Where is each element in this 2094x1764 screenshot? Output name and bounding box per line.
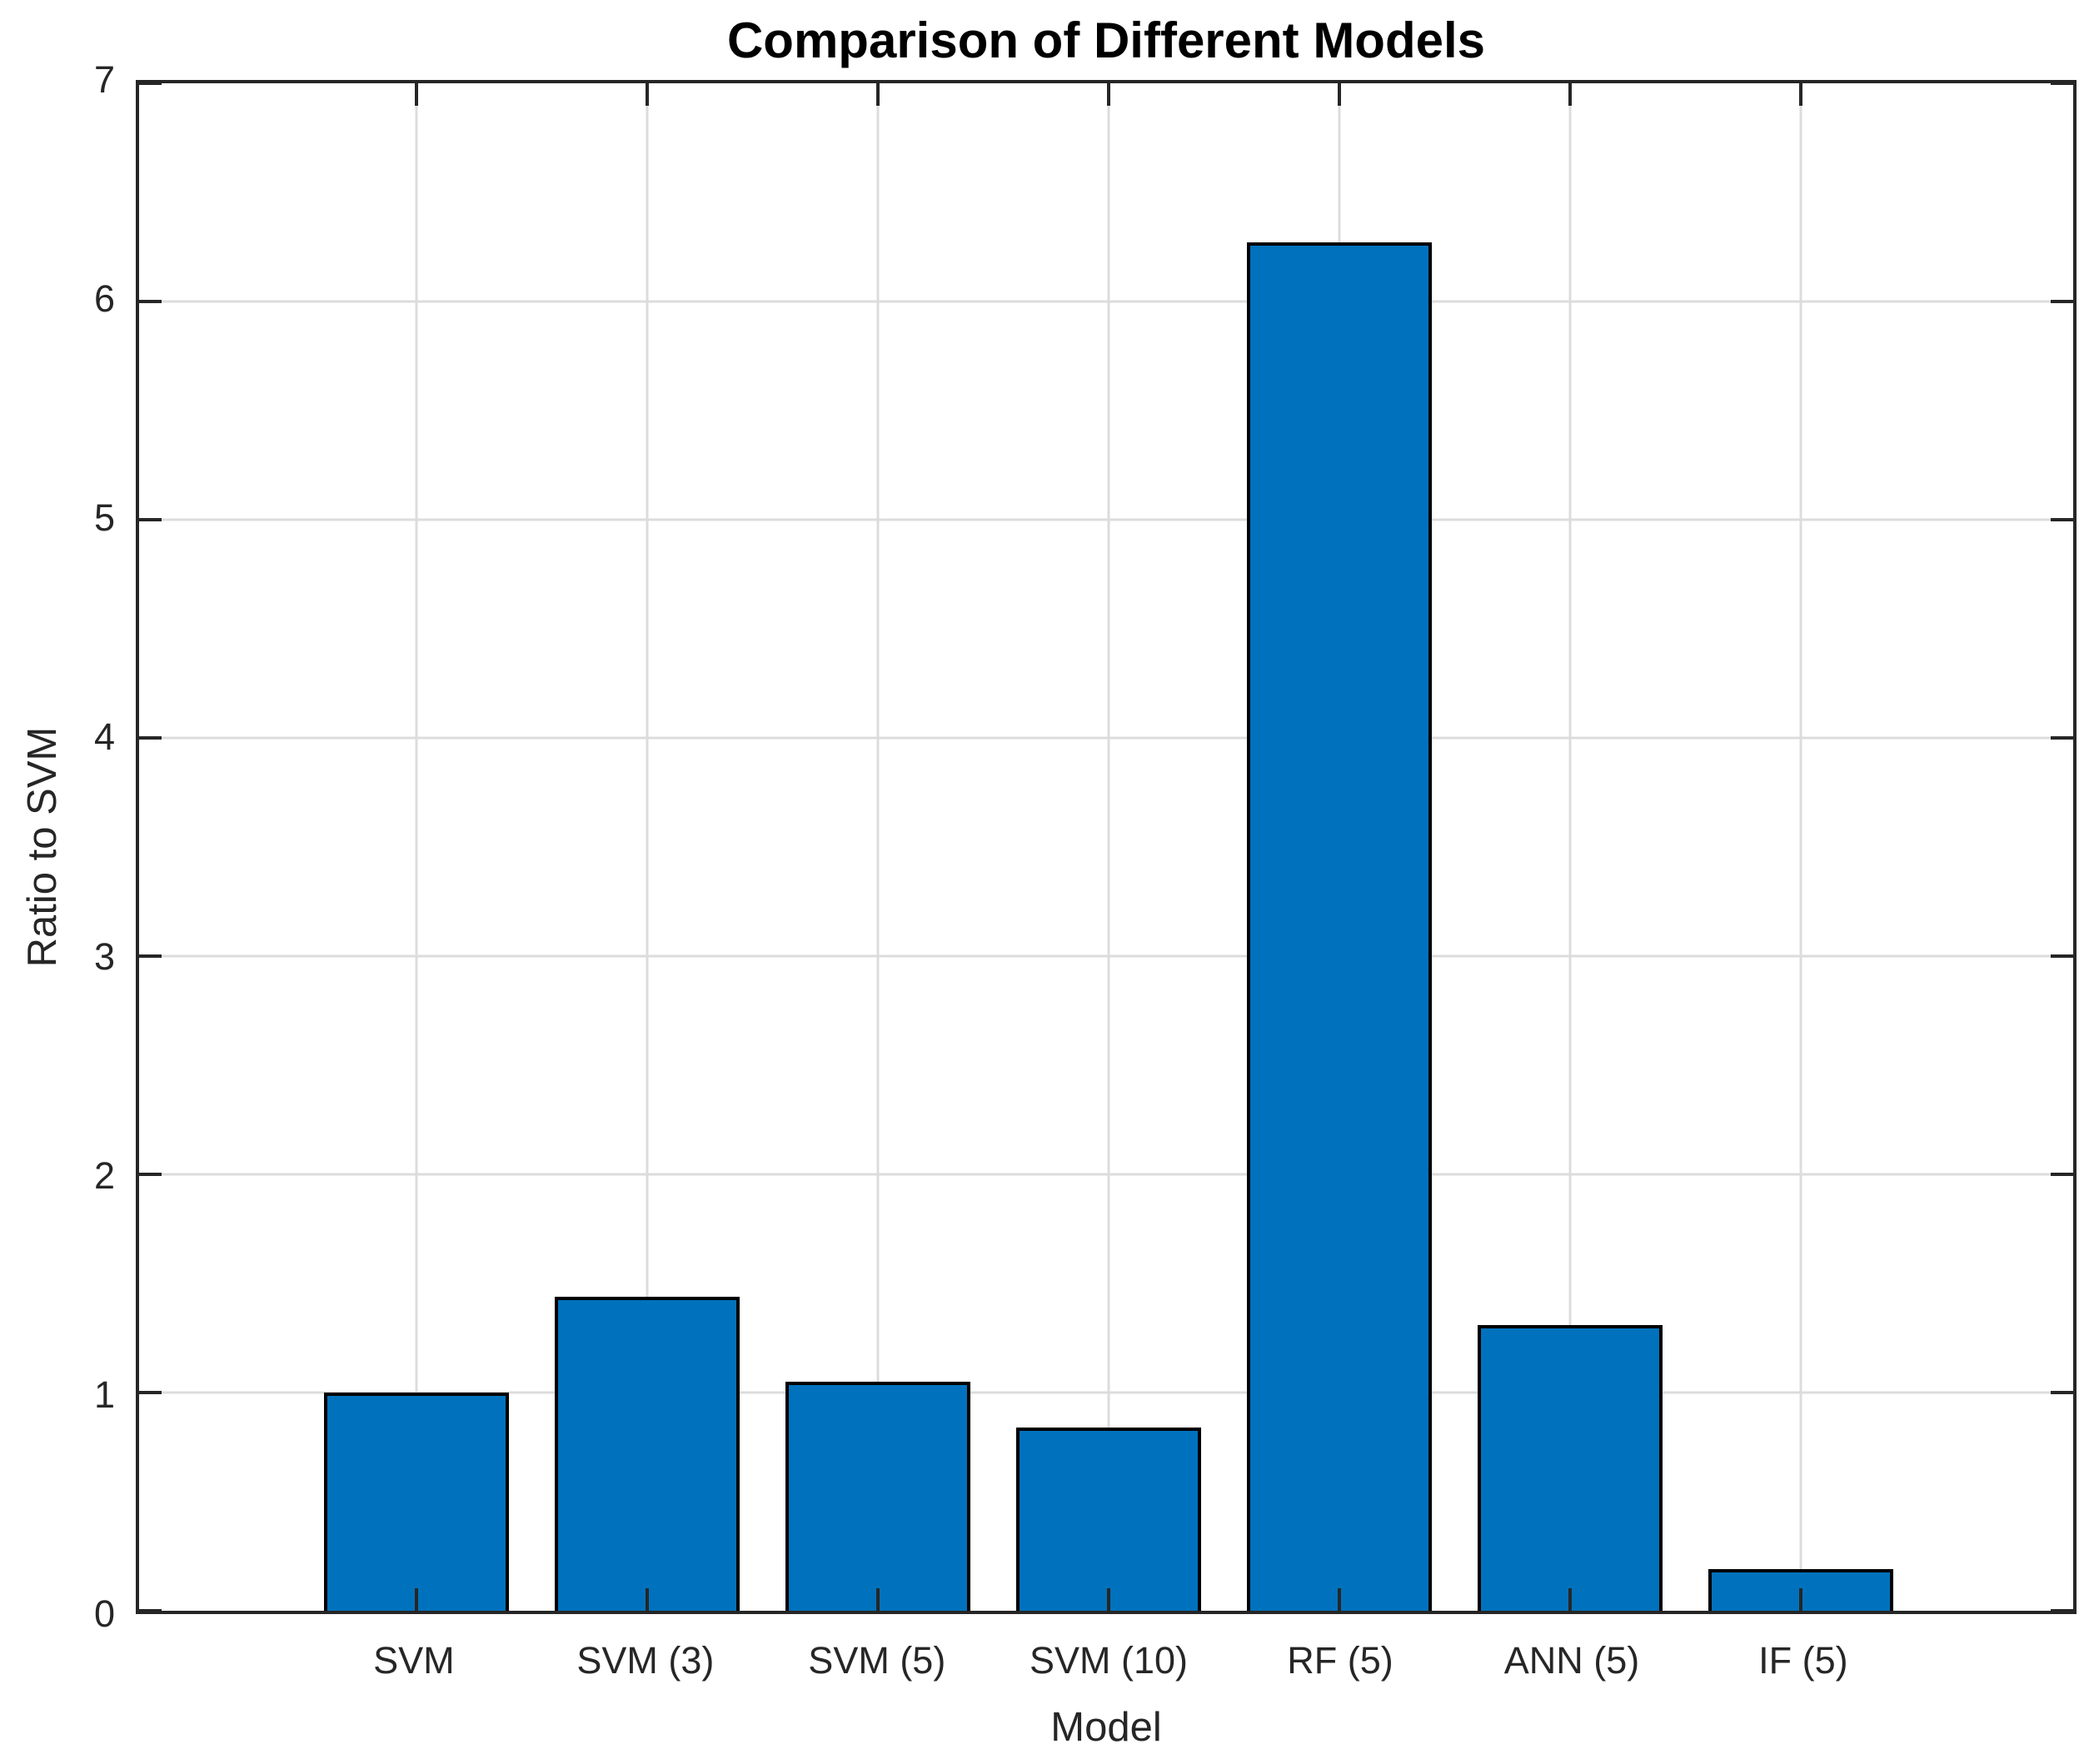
y-tick-label: 0: [93, 1592, 115, 1635]
x-tick-mark: [645, 83, 649, 106]
y-tick-mark: [139, 954, 162, 958]
y-tick-mark: [139, 518, 162, 521]
x-tick-mark: [414, 1588, 418, 1611]
x-tick-label: RF (5): [1287, 1639, 1394, 1682]
y-tick-mark: [2051, 736, 2073, 740]
x-tick-label: SVM (5): [808, 1639, 946, 1682]
v-gridline: [646, 83, 649, 1611]
y-tick-mark: [2051, 518, 2073, 521]
h-gridline: [139, 518, 2073, 521]
x-tick-label: SVM: [373, 1639, 455, 1682]
y-tick-label: 4: [93, 715, 115, 759]
v-gridline: [415, 83, 418, 1611]
x-tick-mark: [1799, 83, 1803, 106]
x-tick-mark: [1107, 1588, 1111, 1611]
bar-svm: [323, 1393, 509, 1611]
v-gridline: [1568, 83, 1572, 1611]
x-tick-mark: [1107, 83, 1111, 106]
y-tick-mark: [139, 736, 162, 740]
h-gridline: [139, 300, 2073, 303]
y-tick-mark: [139, 82, 162, 85]
chart-title: Comparison of Different Models: [726, 12, 1486, 68]
bar-svm-3: [554, 1296, 740, 1611]
x-axis-label: Model: [1050, 1705, 1162, 1750]
y-tick-label: 6: [93, 277, 115, 321]
x-tick-mark: [1568, 83, 1573, 106]
bar-rf-5: [1246, 242, 1433, 1611]
x-tick-label: SVM (3): [576, 1639, 715, 1682]
y-tick-mark: [2051, 82, 2073, 85]
y-tick-mark: [139, 1173, 162, 1176]
x-tick-mark: [1338, 83, 1342, 106]
y-tick-label: 5: [93, 496, 115, 540]
y-tick-label: 7: [93, 58, 115, 101]
x-tick-label: ANN (5): [1503, 1639, 1640, 1682]
y-tick-mark: [2051, 300, 2073, 303]
v-gridline: [876, 83, 880, 1611]
y-tick-label: 2: [93, 1154, 115, 1197]
y-tick-mark: [139, 300, 162, 303]
plot-area: [136, 80, 2077, 1614]
v-gridline: [1107, 83, 1110, 1611]
bar-svm-5: [785, 1381, 970, 1611]
h-gridline: [139, 736, 2073, 740]
h-gridline: [139, 954, 2073, 958]
y-axis-label: Ratio to SVM: [20, 726, 65, 968]
y-tick-mark: [139, 1609, 162, 1612]
y-tick-mark: [2051, 1391, 2073, 1394]
y-tick-mark: [2051, 954, 2073, 958]
y-tick-label: 1: [93, 1373, 115, 1416]
y-tick-mark: [139, 1391, 162, 1394]
y-tick-mark: [2051, 1609, 2073, 1612]
x-tick-mark: [645, 1588, 649, 1611]
x-tick-mark: [1568, 1588, 1573, 1611]
x-tick-mark: [1338, 1588, 1342, 1611]
x-tick-mark: [875, 83, 880, 106]
x-tick-mark: [1799, 1588, 1803, 1611]
y-tick-mark: [2051, 1173, 2073, 1176]
bar-svm-10: [1015, 1427, 1202, 1611]
bar-ann-5: [1477, 1324, 1663, 1611]
x-tick-label: IF (5): [1758, 1639, 1848, 1682]
x-tick-mark: [414, 83, 418, 106]
h-gridline: [139, 1173, 2073, 1176]
h-gridline: [139, 1391, 2073, 1394]
x-tick-mark: [875, 1588, 880, 1611]
x-tick-label: SVM (10): [1029, 1639, 1189, 1682]
y-tick-label: 3: [93, 934, 115, 978]
v-gridline: [1799, 83, 1802, 1611]
